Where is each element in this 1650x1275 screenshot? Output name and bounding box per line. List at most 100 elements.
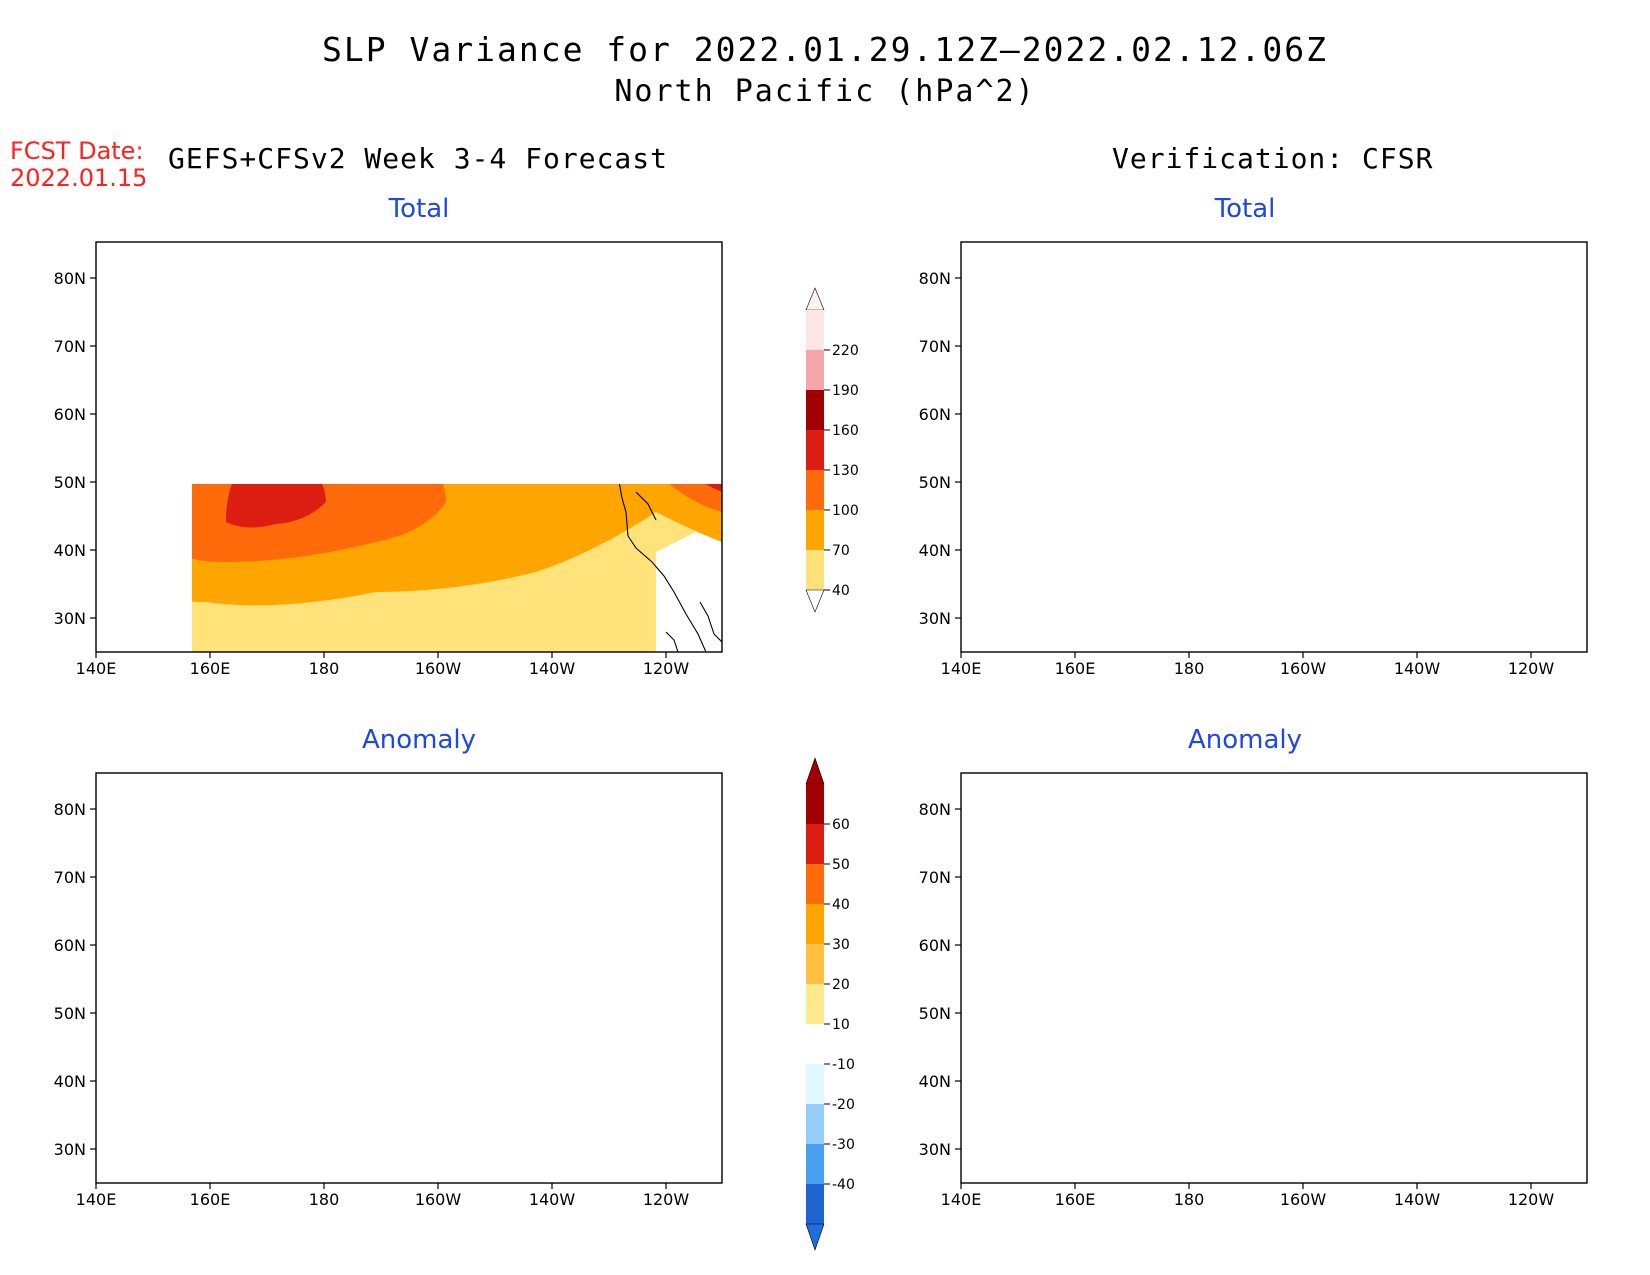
- lon-tick-label: 160E: [1055, 1190, 1096, 1209]
- main-title: SLP Variance for 2022.01.29.12Z–2022.02.…: [322, 30, 1328, 69]
- colorbar-segment: [806, 864, 824, 904]
- lon-tick-label: 160W: [1280, 659, 1327, 678]
- colorbar-label: 10: [832, 1017, 850, 1033]
- colorbar-label: 100: [832, 503, 859, 519]
- colorbar-label: 190: [832, 383, 859, 399]
- forecast-date: FCST Date: 2022.01.15: [10, 138, 147, 192]
- forecast-anomaly-title: Anomaly: [361, 725, 477, 755]
- lat-tick-label: 80N: [54, 269, 86, 288]
- lon-tick-label: 180: [309, 659, 340, 678]
- lon-tick-label: 160E: [190, 1190, 231, 1209]
- forecast-date-label: FCST Date:: [10, 137, 144, 165]
- lat-tick-label: 50N: [919, 473, 951, 492]
- lon-tick-label: 160W: [1280, 1190, 1327, 1209]
- lat-tick-label: 70N: [54, 337, 86, 356]
- lon-tick-label: 120W: [1508, 1190, 1555, 1209]
- colorbar-lower-extension: [805, 1223, 825, 1251]
- lon-tick-label: 140E: [76, 659, 117, 678]
- axis-labels: 140E 160E 180 160W 140W 120W 80N 70N 60N 50N 40N 30…: [54, 269, 1555, 1209]
- lat-tick-label: 50N: [54, 1004, 86, 1023]
- colorbar-segment: [806, 904, 824, 944]
- colorbar-label: 160: [832, 423, 859, 439]
- colorbar-segment: [806, 550, 824, 590]
- lat-tick-label: 80N: [919, 269, 951, 288]
- colorbar-label: -30: [832, 1137, 855, 1153]
- lat-tick-label: 80N: [919, 800, 951, 819]
- colorbar-label: 70: [832, 543, 850, 559]
- colorbar-label: 60: [832, 817, 850, 833]
- verification-total-title: Total: [1214, 194, 1276, 224]
- lat-tick-label: 60N: [919, 936, 951, 955]
- verification-anomaly-title: Anomaly: [1187, 725, 1303, 755]
- colorbar-segment: [806, 1104, 824, 1144]
- lat-tick-label: 30N: [54, 609, 86, 628]
- colorbar-label: 130: [832, 463, 859, 479]
- verification-total-map: [954, 241, 1588, 659]
- verification-anomaly-map: [954, 772, 1588, 1190]
- colorbar-label: 40: [832, 583, 850, 599]
- colorbar-label: -20: [832, 1097, 855, 1113]
- lat-tick-label: 70N: [54, 868, 86, 887]
- colorbar-segment: [806, 350, 824, 390]
- lon-tick-label: 140W: [1394, 1190, 1441, 1209]
- lon-tick-label: 140E: [76, 1190, 117, 1209]
- colorbar-label: 50: [832, 857, 850, 873]
- colorbar-upper-extension: [805, 287, 825, 311]
- total-colorbar: 220 190 160 130 100 70 40: [805, 287, 859, 613]
- colorbar-segment: [806, 784, 824, 824]
- lat-tick-label: 70N: [919, 337, 951, 356]
- lat-tick-label: 60N: [54, 405, 86, 424]
- colorbar-segment: [806, 390, 824, 430]
- lat-tick-label: 40N: [919, 1072, 951, 1091]
- lat-tick-label: 60N: [54, 936, 86, 955]
- main-subtitle: North Pacific (hPa^2): [614, 74, 1036, 109]
- lon-tick-label: 180: [1174, 1190, 1205, 1209]
- forecast-total-title: Total: [388, 194, 450, 224]
- colorbar-segment: [806, 430, 824, 470]
- colorbar-label: -10: [832, 1057, 855, 1073]
- lat-tick-label: 80N: [54, 800, 86, 819]
- lon-tick-label: 140E: [941, 659, 982, 678]
- lat-tick-label: 30N: [54, 1140, 86, 1159]
- colorbar-segment: [806, 470, 824, 510]
- lon-tick-label: 140W: [529, 659, 576, 678]
- lon-tick-label: 120W: [1508, 659, 1555, 678]
- lon-tick-label: 160W: [415, 1190, 462, 1209]
- anomaly-colorbar: 60 50 40 30 20 10 -10 -20 -30 -40: [805, 757, 855, 1251]
- lon-tick-label: 180: [1174, 659, 1205, 678]
- lon-tick-label: 120W: [643, 659, 690, 678]
- colorbar-upper-extension: [805, 757, 825, 785]
- colorbar-label: 40: [832, 897, 850, 913]
- lat-tick-label: 40N: [54, 1072, 86, 1091]
- lon-tick-label: 160E: [1055, 659, 1096, 678]
- forecast-total-map: [89, 241, 723, 659]
- colorbar-segment: [806, 310, 824, 350]
- colorbar-label: -40: [832, 1177, 855, 1193]
- lat-tick-label: 30N: [919, 1140, 951, 1159]
- colorbar-label: 220: [832, 343, 859, 359]
- lon-tick-label: 160W: [415, 659, 462, 678]
- lon-tick-label: 120W: [643, 1190, 690, 1209]
- lon-tick-label: 140W: [529, 1190, 576, 1209]
- lat-tick-label: 40N: [54, 541, 86, 560]
- colorbar-segment: [806, 944, 824, 984]
- lon-tick-label: 140W: [1394, 659, 1441, 678]
- lat-tick-label: 70N: [919, 868, 951, 887]
- colorbar-segment: [806, 1144, 824, 1184]
- lat-tick-label: 50N: [919, 1004, 951, 1023]
- colorbar-segment: [806, 984, 824, 1024]
- forecast-anomaly-map: [89, 772, 723, 1190]
- lat-tick-label: 60N: [919, 405, 951, 424]
- lon-tick-label: 160E: [190, 659, 231, 678]
- verification-column-title: Verification: CFSR: [1112, 142, 1434, 175]
- colorbar-lower-extension: [805, 589, 825, 613]
- lat-tick-label: 40N: [919, 541, 951, 560]
- colorbar-label: 30: [832, 937, 850, 953]
- forecast-column-title: GEFS+CFSv2 Week 3-4 Forecast: [168, 142, 669, 175]
- colorbar-segment: [806, 1184, 824, 1224]
- colorbar-label: 20: [832, 977, 850, 993]
- forecast-date-value: 2022.01.15: [10, 164, 148, 192]
- lat-tick-label: 30N: [919, 609, 951, 628]
- lon-tick-label: 180: [309, 1190, 340, 1209]
